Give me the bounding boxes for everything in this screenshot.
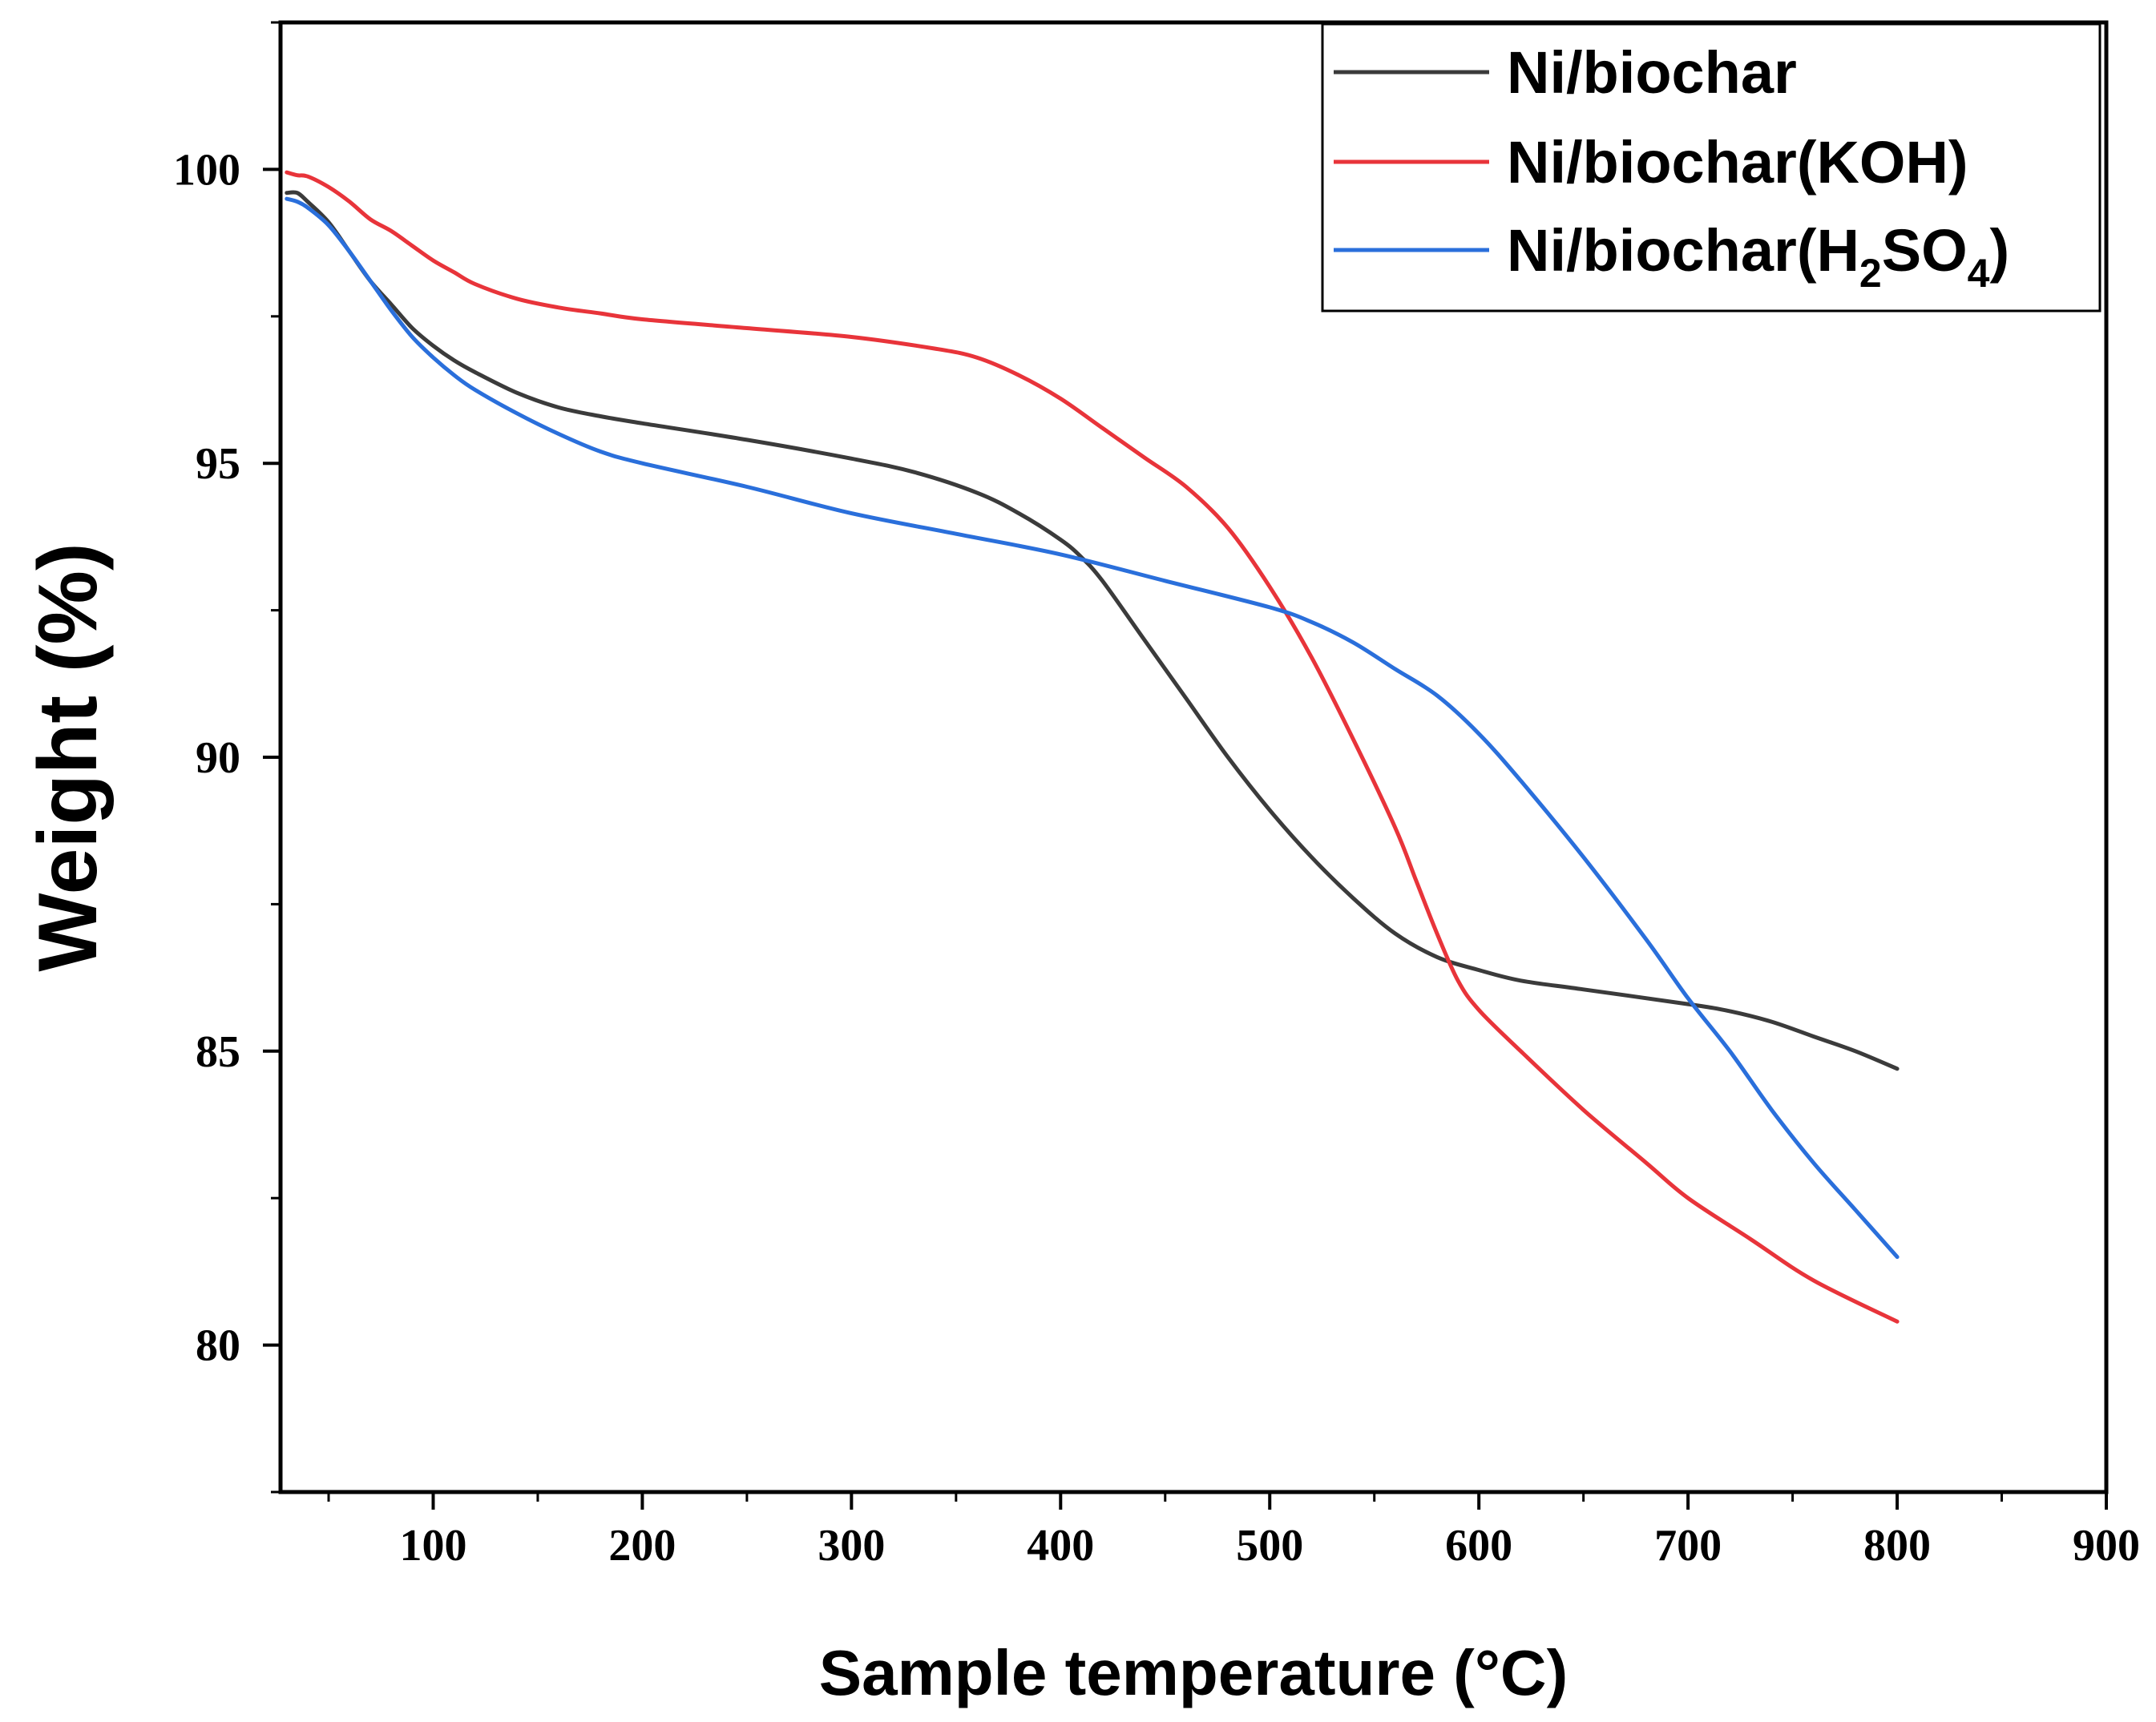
x-tick-label: 600 [1445, 1521, 1512, 1571]
x-tick-label: 400 [1027, 1521, 1094, 1571]
series-line-ni-biochar [285, 190, 1900, 1071]
legend: Ni/biochar Ni/biochar(KOH) Ni/biochar(H2… [1321, 22, 2101, 313]
legend-label-ni-biochar-h2so4: Ni/biochar(H2SO4) [1507, 217, 2009, 296]
x-axis-title: Sample temperature (°C) [819, 1637, 1568, 1708]
series-layer [285, 170, 1900, 1324]
x-tick-label: 500 [1236, 1521, 1303, 1571]
legend-label-ni-biochar-koh: Ni/biochar(KOH) [1507, 129, 1968, 196]
series-line-ni-biochar-h2so4 [285, 196, 1900, 1260]
y-tick-label: 90 [196, 733, 240, 783]
x-tick-label: 900 [2073, 1521, 2140, 1571]
x-tick-label: 700 [1654, 1521, 1722, 1571]
y-tick-label: 80 [196, 1321, 240, 1371]
y-axis-title: Weight (%) [22, 542, 115, 971]
x-tick-label: 200 [608, 1521, 676, 1571]
y-tick-label: 95 [196, 439, 240, 489]
y-tick-label: 100 [173, 145, 240, 195]
legend-label-ni-biochar: Ni/biochar [1507, 39, 1797, 106]
x-tick-label: 300 [818, 1521, 885, 1571]
x-tick-label: 100 [399, 1521, 466, 1571]
x-tick-label: 800 [1863, 1521, 1931, 1571]
series-line-ni-biochar-koh [285, 170, 1900, 1324]
y-tick-label: 85 [196, 1027, 240, 1077]
ticks-layer: 100 200 300 400 500 600 700 800 900 80 85 90 95 100 [173, 21, 2140, 1571]
